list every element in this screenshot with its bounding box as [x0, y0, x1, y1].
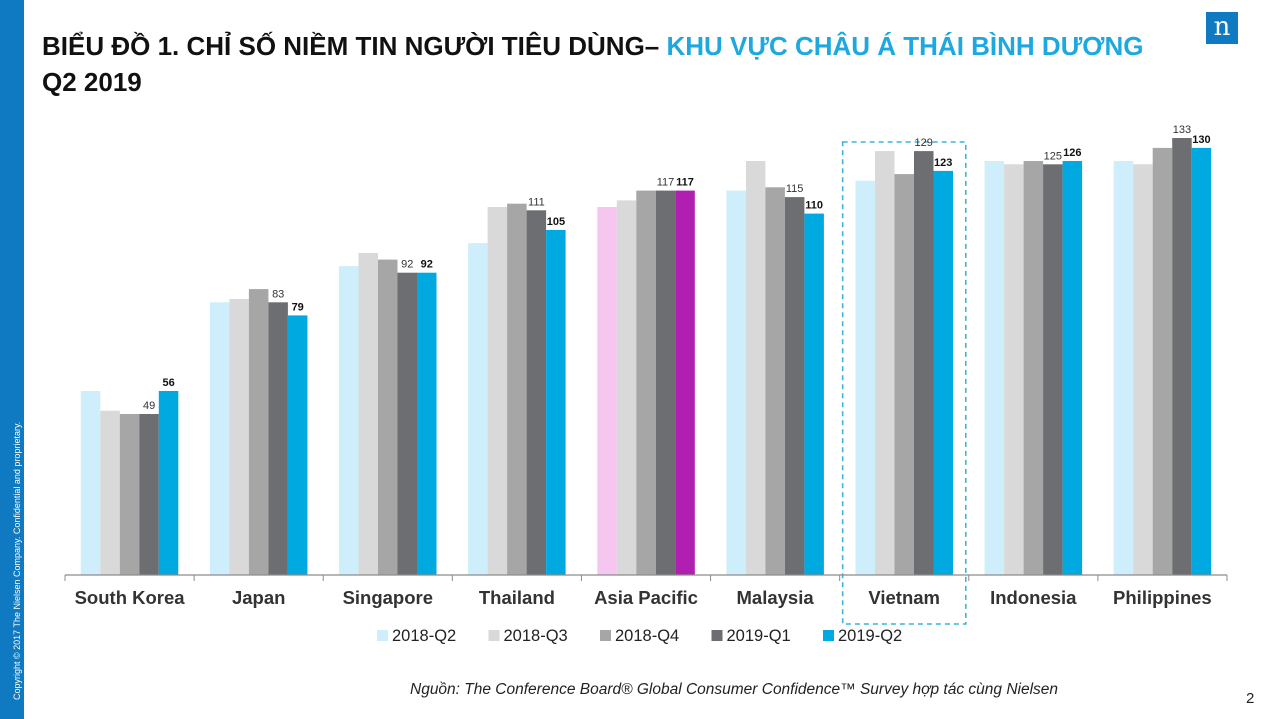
bar-vietnam-2018-q4 [894, 174, 914, 575]
data-label-japan-2019-q1: 83 [272, 288, 284, 300]
bar-indonesia-2018-q2 [984, 161, 1005, 575]
bar-philippines-2019-q2 [1191, 147, 1212, 575]
bar-singapore-2018-q4 [378, 259, 398, 575]
data-label-philippines-2019-q2: 130 [1192, 134, 1210, 146]
bar-vietnam-2019-q1 [914, 151, 934, 575]
bar-japan-2018-q3 [229, 299, 249, 575]
legend-swatch-2019-q1 [711, 630, 723, 641]
bar-indonesia-2019-q2 [1062, 161, 1083, 575]
bar-south-korea-2018-q4 [119, 414, 140, 575]
bar-philippines-2018-q2 [1113, 161, 1134, 575]
bar-thailand-2019-q1 [526, 210, 547, 576]
category-label-vietnam: Vietnam [868, 587, 940, 608]
highlight-box-vietnam [841, 141, 967, 625]
bar-japan-2019-q1 [268, 302, 288, 575]
category-label-japan: Japan [232, 587, 285, 608]
legend-label-2019-q1: 2019-Q1 [727, 627, 791, 645]
bar-singapore-2018-q2 [339, 266, 359, 575]
bar-thailand-2018-q3 [487, 207, 508, 575]
bar-asia-pacific-2018-q3 [616, 200, 637, 575]
legend-label-2018-q3: 2018-Q3 [504, 627, 568, 645]
legend-label-2019-q2: 2019-Q2 [838, 627, 902, 645]
data-label-asia-pacific-2019-q1: 117 [657, 177, 675, 189]
category-label-philippines: Philippines [1113, 587, 1212, 608]
bar-japan-2018-q2 [209, 302, 230, 575]
title-part-1: BIỂU ĐỒ 1. CHỈ SỐ NIỀM TIN NGƯỜI TIÊU DÙ… [42, 31, 667, 61]
data-label-malaysia-2019-q1: 115 [786, 183, 804, 195]
category-label-malaysia: Malaysia [737, 587, 815, 608]
legend-swatch-2019-q2 [823, 630, 834, 641]
bar-singapore-2019-q2 [417, 272, 437, 575]
bar-malaysia-2018-q2 [726, 190, 746, 575]
title-accent: KHU VỰC CHÂU Á THÁI BÌNH DƯƠNG [666, 31, 1144, 61]
bar-japan-2018-q4 [248, 289, 269, 575]
legend-swatch-2018-q4 [600, 630, 611, 641]
bar-philippines-2018-q4 [1152, 147, 1173, 575]
category-label-singapore: Singapore [343, 587, 433, 608]
bar-singapore-2019-q1 [397, 272, 417, 575]
bar-asia-pacific-2019-q2 [675, 190, 695, 575]
bar-thailand-2018-q4 [507, 203, 527, 575]
bar-vietnam-2018-q3 [875, 151, 895, 575]
bar-indonesia-2018-q3 [1004, 164, 1024, 576]
data-label-singapore-2019-q1: 92 [401, 259, 413, 271]
bar-south-korea-2019-q2 [158, 391, 179, 575]
bar-singapore-2018-q3 [358, 253, 378, 575]
data-label-thailand-2019-q1: 111 [528, 196, 545, 208]
data-label-asia-pacific-2019-q2: 117 [676, 177, 694, 189]
data-label-singapore-2019-q2: 92 [421, 259, 433, 271]
bar-philippines-2019-q1 [1172, 138, 1192, 575]
title-part-2: Q2 2019 [42, 67, 142, 97]
data-label-south-korea-2019-q2: 56 [162, 377, 174, 389]
data-label-japan-2019-q2: 79 [292, 301, 304, 313]
bar-malaysia-2019-q1 [784, 197, 805, 575]
nielsen-logo: n [1206, 12, 1238, 44]
bar-south-korea-2019-q1 [139, 414, 159, 575]
bar-indonesia-2018-q4 [1023, 161, 1044, 575]
data-label-vietnam-2019-q2: 123 [934, 157, 952, 169]
data-label-vietnam-2019-q1: 129 [915, 137, 933, 149]
bar-vietnam-2019-q2 [933, 170, 953, 575]
bar-malaysia-2019-q2 [804, 213, 824, 575]
bar-philippines-2018-q3 [1133, 164, 1153, 576]
bar-vietnam-2018-q2 [855, 180, 875, 575]
source-note: Nguồn: The Conference Board® Global Cons… [410, 681, 1059, 698]
category-label-indonesia: Indonesia [990, 587, 1077, 608]
data-label-philippines-2019-q1: 133 [1173, 124, 1191, 136]
bar-asia-pacific-2018-q4 [636, 190, 656, 575]
data-label-south-korea-2019-q1: 49 [143, 400, 155, 412]
bar-asia-pacific-2018-q2 [597, 207, 617, 575]
bar-malaysia-2018-q3 [745, 161, 766, 575]
bar-malaysia-2018-q4 [765, 187, 785, 576]
category-label-thailand: Thailand [479, 587, 555, 608]
category-label-asia-pacific: Asia Pacific [594, 587, 698, 608]
legend-swatch-2018-q2 [377, 630, 388, 641]
bar-thailand-2018-q2 [468, 243, 488, 575]
page-number: 2 [1246, 690, 1255, 707]
bar-south-korea-2018-q2 [80, 391, 101, 575]
data-label-thailand-2019-q2: 105 [547, 216, 565, 228]
bar-asia-pacific-2019-q1 [655, 190, 676, 575]
legend-label-2018-q4: 2018-Q4 [615, 627, 679, 645]
data-label-indonesia-2019-q1: 125 [1044, 150, 1062, 162]
side-bar [0, 0, 24, 719]
bar-indonesia-2019-q1 [1043, 164, 1063, 576]
bar-south-korea-2018-q3 [100, 410, 120, 575]
data-label-indonesia-2019-q2: 126 [1063, 147, 1081, 159]
chart-title: BIỂU ĐỒ 1. CHỈ SỐ NIỀM TIN NGƯỜI TIÊU DÙ… [42, 28, 1182, 100]
bar-japan-2019-q2 [287, 315, 308, 575]
legend-swatch-2018-q3 [488, 630, 500, 641]
category-label-south-korea: South Korea [75, 587, 186, 608]
legend-label-2018-q2: 2018-Q2 [392, 627, 456, 645]
bar-thailand-2019-q2 [546, 230, 566, 575]
data-label-malaysia-2019-q2: 110 [805, 200, 823, 212]
